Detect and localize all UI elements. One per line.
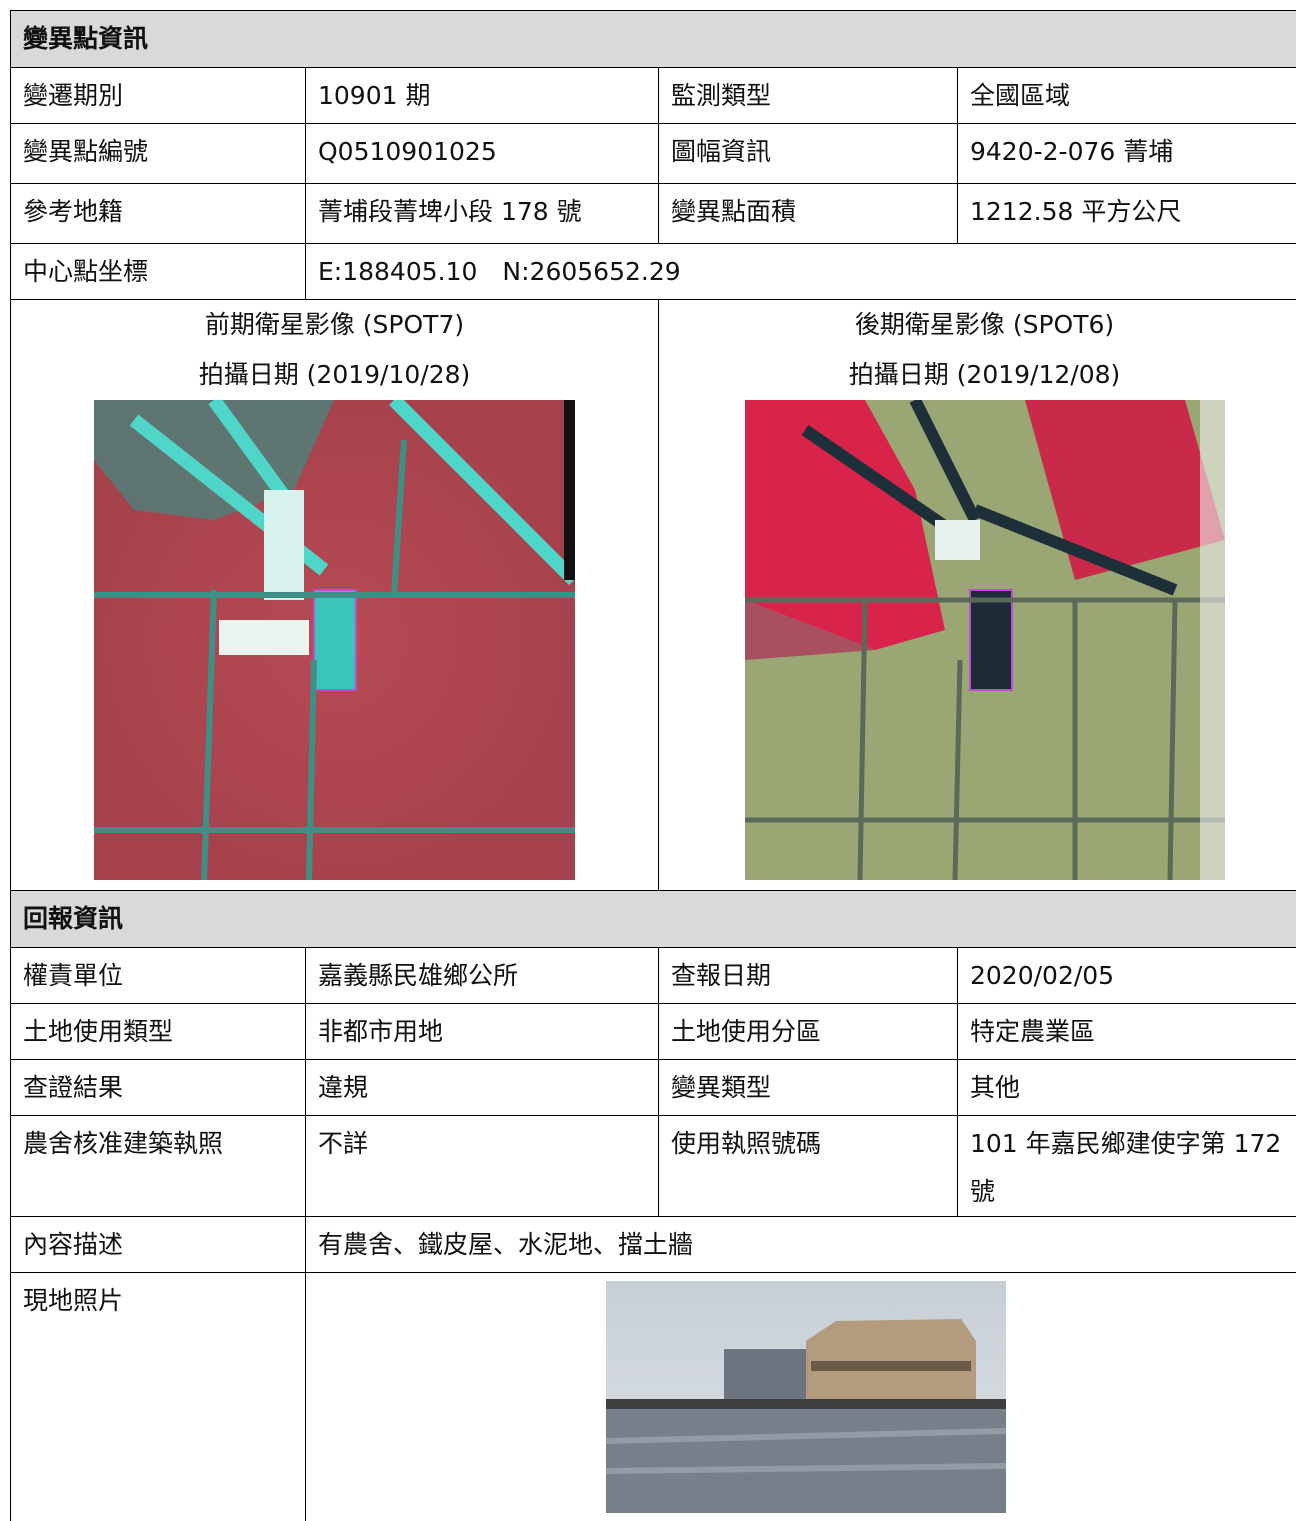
value: 9420-2-076 菁埔 [958,124,1296,184]
row: 土地使用類型非都市用地土地使用分區特定農業區 [11,1004,1296,1060]
label: 使用執照號碼 [659,1116,958,1217]
value: 特定農業區 [958,1004,1296,1060]
label: 中心點坐標 [11,244,306,300]
image-cell: 後期衛星影像 (SPOT6) 拍攝日期 (2019/12/08) [659,300,1296,891]
satellite-image [745,400,1225,880]
label: 參考地籍 [11,184,306,244]
value: 10901 期 [306,68,659,124]
value: 菁埔段菁埤小段 178 號 [306,184,659,244]
caption: 後期衛星影像 (SPOT6) [659,300,1296,350]
satellite-image [94,400,575,880]
label: 圖幅資訊 [659,124,958,184]
label: 變異點編號 [11,124,306,184]
caption: 前期衛星影像 (SPOT7) [11,300,658,350]
photo-cell [306,1273,1296,1521]
label: 變遷期別 [11,68,306,124]
date: 拍攝日期 (2019/12/08) [659,350,1296,400]
value: 有農舍、鐵皮屋、水泥地、擋土牆 [306,1217,1296,1273]
value: 不詳 [306,1116,659,1217]
row: 查證結果違規變異類型其他 [11,1060,1296,1116]
label: 變異類型 [659,1060,958,1116]
label: 查證結果 [11,1060,306,1116]
value: 101 年嘉民鄉建使字第 172 號 [958,1116,1296,1217]
value: Q0510901025 [306,124,659,184]
value: E:188405.10 N:2605652.29 [306,244,1296,300]
value: 全國區域 [958,68,1296,124]
label: 權責單位 [11,948,306,1004]
value: 其他 [958,1060,1296,1116]
site-photo [606,1281,1006,1513]
label: 內容描述 [11,1217,306,1273]
value: 1212.58 平方公尺 [958,184,1296,244]
label: 農舍核准建築執照 [11,1116,306,1217]
value: 嘉義縣民雄鄉公所 [306,948,659,1004]
label: 監測類型 [659,68,958,124]
section-title: 回報資訊 [11,891,1296,948]
label: 現地照片 [11,1273,306,1521]
label: 變異點面積 [659,184,958,244]
value: 非都市用地 [306,1004,659,1060]
section-title: 變異點資訊 [11,11,1296,68]
value: 違規 [306,1060,659,1116]
label: 土地使用分區 [659,1004,958,1060]
label: 土地使用類型 [11,1004,306,1060]
label: 查報日期 [659,948,958,1004]
value: 2020/02/05 [958,948,1296,1004]
date: 拍攝日期 (2019/10/28) [11,350,658,400]
image-cell: 前期衛星影像 (SPOT7) 拍攝日期 (2019/10/28) [11,300,659,891]
